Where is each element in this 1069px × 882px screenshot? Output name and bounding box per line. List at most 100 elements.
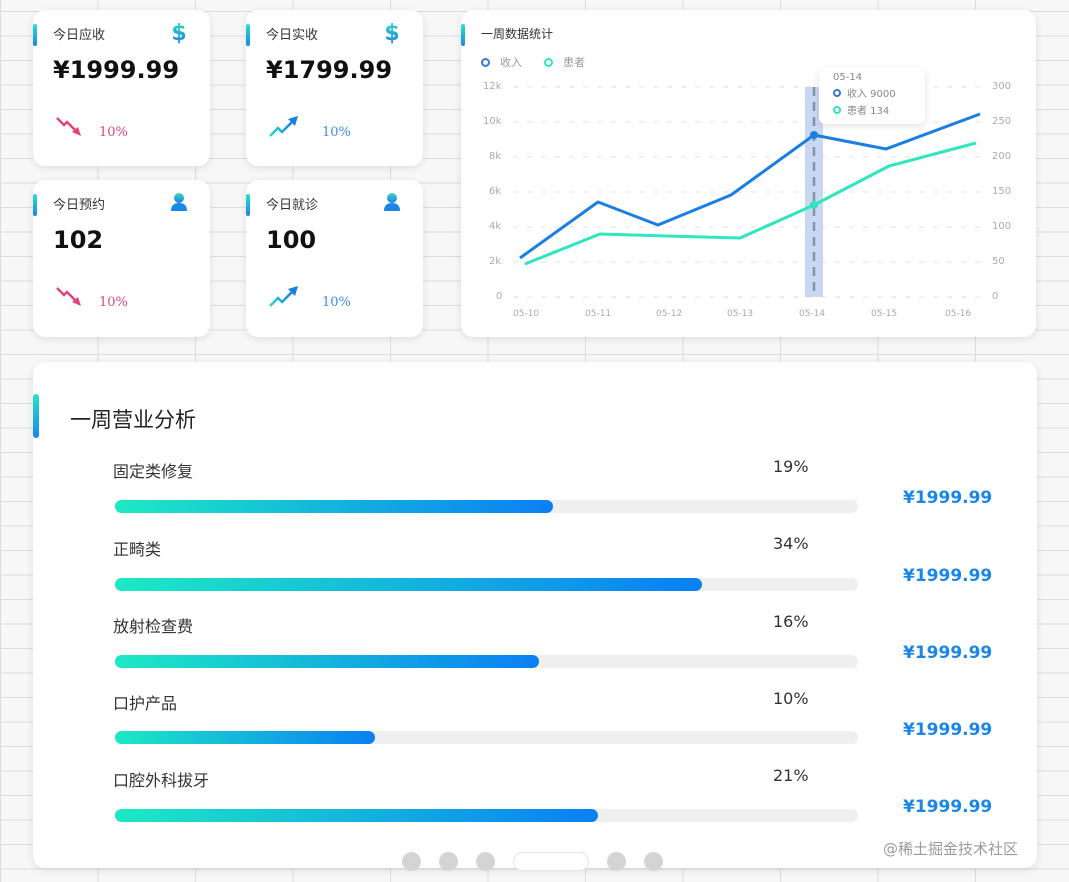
dollar-icon: $ — [171, 21, 186, 44]
progress-bar — [115, 500, 858, 513]
y-left-tick: 12k — [483, 81, 502, 92]
item-percent: 19% — [773, 457, 809, 476]
tooltip-marker-icon — [833, 105, 841, 114]
item-amount: ¥1999.99 — [903, 643, 993, 663]
x-tick: 05-16 — [945, 309, 972, 319]
stat-title: 今日预约 — [53, 198, 106, 213]
stat-change: 10% — [99, 125, 128, 140]
progress-fill — [115, 731, 376, 744]
stat-change: 10% — [322, 295, 351, 310]
item-label: 口护产品 — [113, 694, 178, 713]
trend-up-icon — [269, 116, 298, 137]
svg-text:$: $ — [384, 21, 399, 44]
progress-fill — [115, 655, 539, 668]
page-dot-4-active[interactable] — [513, 852, 589, 871]
legend-item-income[interactable]: 收入 — [481, 54, 522, 70]
chart-tooltip: 05-14 收入 9000 患者 134 — [819, 68, 925, 124]
y-left-tick: 2k — [489, 256, 502, 267]
y-left-tick: 10k — [483, 116, 502, 127]
x-tick: 05-11 — [585, 309, 612, 319]
stat-title: 今日就诊 — [266, 198, 319, 213]
legend-label: 患者 — [563, 56, 585, 69]
legend-label: 收入 — [500, 56, 522, 69]
item-percent: 10% — [773, 689, 809, 708]
page-dot-3[interactable] — [476, 852, 495, 871]
accent-bar — [33, 194, 37, 216]
stat-value: 100 — [266, 226, 317, 254]
weekly-analysis-card: 一周营业分析 固定类修复 19% ¥1999.99 正畸类 34% ¥1999.… — [33, 362, 1037, 868]
y-right-tick: 250 — [992, 116, 1012, 127]
stat-value: 102 — [53, 226, 104, 254]
svg-text:$: $ — [171, 21, 186, 44]
x-tick: 05-15 — [871, 309, 898, 319]
item-label: 口腔外科拔牙 — [113, 771, 210, 790]
progress-fill — [115, 809, 598, 822]
y-left-tick: 0 — [496, 291, 503, 302]
item-amount: ¥1999.99 — [903, 566, 993, 586]
tooltip-patients: 患者 134 — [847, 106, 890, 117]
item-label: 正畸类 — [113, 540, 162, 559]
tooltip-marker-icon — [833, 88, 841, 97]
page-dot-6[interactable] — [644, 852, 663, 871]
carousel-pagination — [402, 852, 663, 871]
item-percent: 21% — [773, 766, 809, 785]
trend-up-icon — [269, 286, 298, 307]
x-tick: 05-14 — [799, 309, 826, 319]
page-dot-1[interactable] — [402, 852, 421, 871]
accent-bar — [246, 194, 250, 216]
y-right-tick: 50 — [992, 256, 1005, 267]
item-amount: ¥1999.99 — [903, 720, 993, 740]
accent-bar — [246, 24, 250, 46]
page-dot-5[interactable] — [607, 852, 626, 871]
stat-change: 10% — [322, 125, 351, 140]
x-tick: 05-13 — [727, 309, 754, 319]
line-chart-plot[interactable] — [461, 10, 1036, 337]
x-tick: 05-10 — [513, 309, 540, 319]
stat-value: ¥1999.99 — [53, 56, 180, 84]
stat-value: ¥1799.99 — [266, 56, 393, 84]
item-label: 固定类修复 — [113, 462, 194, 481]
stat-card-appointments: 今日预约 102 10% — [33, 180, 210, 337]
tooltip-date: 05-14 — [833, 72, 863, 83]
analysis-title: 一周营业分析 — [70, 408, 196, 432]
chart-title: 一周数据统计 — [481, 27, 554, 41]
accent-bar — [461, 24, 465, 46]
trend-down-icon — [56, 287, 81, 306]
user-icon — [171, 193, 187, 211]
stat-card-visits: 今日就诊 100 10% — [246, 180, 423, 337]
stat-card-receivable: 今日应收 $ ¥1999.99 10% — [33, 10, 210, 166]
dollar-icon: $ — [384, 21, 399, 44]
y-right-tick: 100 — [992, 221, 1012, 232]
stat-title: 今日实收 — [266, 28, 319, 43]
stat-change: 10% — [99, 295, 128, 310]
progress-bar — [115, 655, 858, 668]
watermark: @稀土掘金技术社区 — [883, 840, 1019, 858]
accent-bar — [33, 394, 39, 438]
y-right-tick: 0 — [992, 291, 999, 302]
progress-fill — [115, 500, 554, 513]
progress-bar — [115, 731, 858, 744]
y-right-tick: 200 — [992, 151, 1012, 162]
item-amount: ¥1999.99 — [903, 797, 993, 817]
accent-bar — [33, 24, 37, 46]
x-tick: 05-12 — [656, 309, 683, 319]
weekly-chart-card: 一周数据统计 收入 患者 12k 10k 8k 6k 4k 2k 0 300 2… — [461, 10, 1036, 337]
y-left-tick: 4k — [489, 221, 502, 232]
stat-card-received: 今日实收 $ ¥1799.99 10% — [246, 10, 423, 166]
item-amount: ¥1999.99 — [903, 488, 993, 508]
y-left-tick: 8k — [489, 151, 502, 162]
y-right-tick: 150 — [992, 186, 1012, 197]
y-right-tick: 300 — [992, 81, 1012, 92]
chart-legend: 收入 患者 — [481, 54, 585, 70]
stat-title: 今日应收 — [53, 28, 106, 43]
legend-marker-icon — [544, 57, 553, 67]
item-percent: 16% — [773, 612, 809, 631]
legend-item-patients[interactable]: 患者 — [544, 54, 585, 70]
y-left-tick: 6k — [489, 186, 502, 197]
legend-marker-icon — [481, 57, 490, 67]
page-dot-2[interactable] — [439, 852, 458, 871]
item-percent: 34% — [773, 534, 809, 553]
tooltip-income: 收入 9000 — [847, 89, 896, 100]
user-icon — [384, 193, 400, 211]
item-label: 放射检查费 — [113, 617, 194, 636]
